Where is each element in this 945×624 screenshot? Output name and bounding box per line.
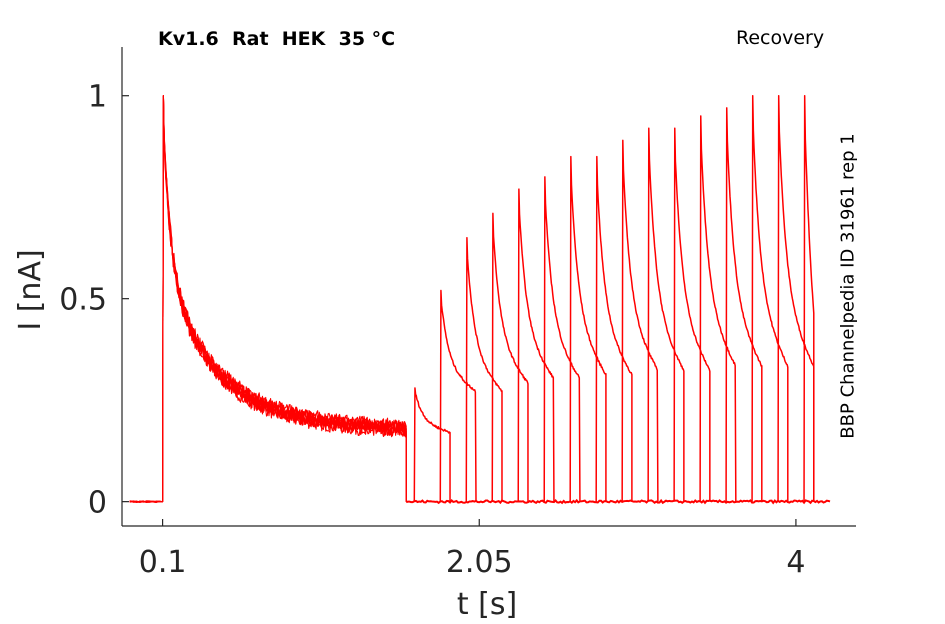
- baseline-trace: [405, 498, 831, 505]
- test-pulse-trace: [725, 107, 763, 502]
- test-pulse-trace: [413, 387, 451, 502]
- test-pulse-trace: [517, 188, 555, 502]
- axes: 0.1 2.05 4 0 0.5 1 t [s] I [nA]: [13, 47, 856, 622]
- x-tick-label: 2.05: [446, 545, 513, 580]
- prepulse-trace: [129, 95, 407, 503]
- test-pulse-trace: [465, 237, 503, 502]
- prepulse-trace: [129, 95, 407, 503]
- x-tick-label: 0.1: [139, 545, 187, 580]
- test-pulse-trace: [439, 289, 477, 502]
- test-pulse-trace: [595, 155, 633, 502]
- test-pulse-trace: [543, 176, 581, 502]
- protocol-label: Recovery: [736, 27, 825, 49]
- prepulse-trace: [129, 95, 407, 503]
- side-label: BBP Channelpedia ID 31961 rep 1: [837, 133, 859, 439]
- y-tick-label: 1: [88, 80, 107, 115]
- test-pulse-trace: [699, 115, 737, 502]
- chart-title: Kv1.6 Rat HEK 35 °C: [158, 28, 396, 50]
- y-tick-label: 0.5: [59, 283, 107, 318]
- y-tick-label: 0: [88, 486, 107, 521]
- prepulse-trace: [129, 95, 407, 504]
- x-axis-label: t [s]: [457, 587, 517, 622]
- x-tick-label: 4: [786, 545, 805, 580]
- y-axis-label: I [nA]: [13, 249, 48, 330]
- test-pulse-trace: [751, 94, 789, 502]
- test-pulse-trace: [491, 212, 529, 502]
- test-pulse-trace: [803, 94, 815, 502]
- test-pulse-trace: [673, 127, 711, 502]
- current-traces: [129, 94, 831, 505]
- test-pulse-trace: [621, 139, 659, 502]
- prepulse-trace: [129, 95, 407, 503]
- prepulse-trace: [129, 95, 407, 503]
- prepulse-trace: [129, 95, 407, 503]
- test-pulse-trace: [647, 127, 685, 502]
- test-pulse-trace: [569, 155, 607, 502]
- test-pulse-trace: [777, 94, 815, 502]
